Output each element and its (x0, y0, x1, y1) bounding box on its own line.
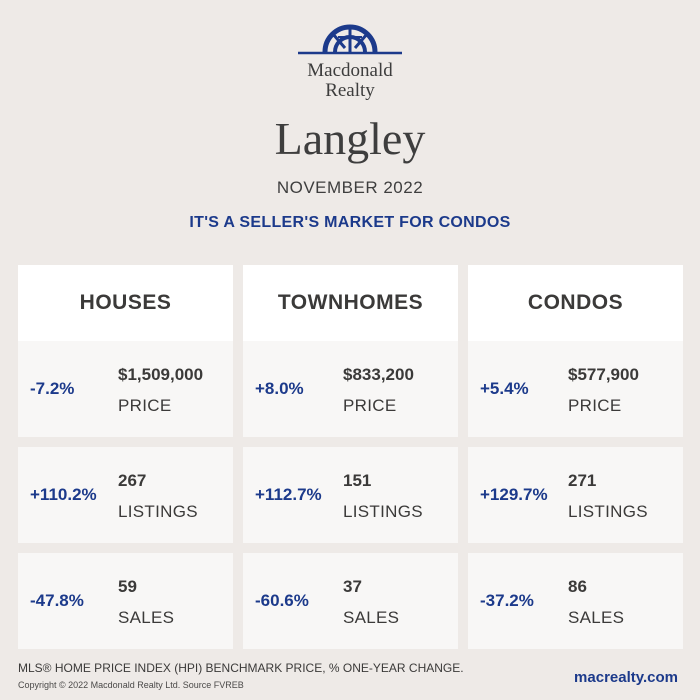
houses-column: HOUSES -7.2% $1,509,000 PRICE +110.2% 26… (18, 265, 233, 649)
percent-change: +5.4% (480, 379, 529, 398)
stat-label: SALES (343, 608, 400, 627)
townhomes-column: TOWNHOMES +8.0% $833,200 PRICE +112.7% 1… (243, 265, 458, 649)
stat-value: $833,200 (343, 365, 414, 384)
stat-label: SALES (568, 608, 625, 627)
stat-value: $1,509,000 (118, 365, 204, 384)
brand-name-line1: Macdonald (307, 60, 393, 81)
stat-cell-sales: -37.2% 86 SALES (468, 553, 683, 649)
stat-label: PRICE (118, 396, 172, 415)
stat-value: 151 (343, 471, 372, 490)
methodology-footnote: MLS® HOME PRICE INDEX (HPI) BENCHMARK PR… (18, 661, 464, 675)
stat-cell-listings: +129.7% 271 LISTINGS (468, 447, 683, 543)
stat-value: 86 (568, 577, 587, 596)
stat-label: PRICE (568, 396, 622, 415)
market-headline: IT'S A SELLER'S MARKET FOR CONDOS (189, 214, 511, 231)
stat-cell-price: -7.2% $1,509,000 PRICE (18, 341, 233, 437)
stat-value: 271 (568, 471, 597, 490)
page-title: Langley (274, 113, 426, 164)
copyright-notice: Copyright © 2022 Macdonald Realty Ltd. S… (18, 680, 244, 690)
percent-change: -7.2% (30, 379, 75, 398)
dome-arch-icon (298, 24, 402, 55)
stat-cell-price: +5.4% $577,900 PRICE (468, 341, 683, 437)
stat-value: 267 (118, 471, 147, 490)
brand-name-line2: Realty (325, 80, 375, 101)
website-link[interactable]: macrealty.com (574, 669, 678, 686)
stat-cell-sales: -60.6% 37 SALES (243, 553, 458, 649)
column-header: CONDOS (468, 265, 683, 341)
column-header: TOWNHOMES (243, 265, 458, 341)
stat-cell-listings: +112.7% 151 LISTINGS (243, 447, 458, 543)
stat-value: $577,900 (568, 365, 639, 384)
condos-column: CONDOS +5.4% $577,900 PRICE +129.7% 271 … (468, 265, 683, 649)
stat-label: SALES (118, 608, 175, 627)
stat-label: PRICE (343, 396, 397, 415)
stat-label: LISTINGS (118, 502, 198, 521)
stat-cell-price: +8.0% $833,200 PRICE (243, 341, 458, 437)
percent-change: +112.7% (255, 485, 322, 504)
percent-change: -60.6% (255, 591, 309, 610)
stat-value: 37 (343, 577, 362, 596)
stat-value: 59 (118, 577, 137, 596)
stat-label: LISTINGS (343, 502, 423, 521)
percent-change: -47.8% (30, 591, 84, 610)
report-month: NOVEMBER 2022 (276, 178, 424, 197)
brand-logo: Macdonald Realty (0, 24, 700, 101)
percent-change: +8.0% (255, 379, 304, 398)
stat-cell-sales: -47.8% 59 SALES (18, 553, 233, 649)
percent-change: -37.2% (480, 591, 534, 610)
stat-cell-listings: +110.2% 267 LISTINGS (18, 447, 233, 543)
stat-label: LISTINGS (568, 502, 648, 521)
percent-change: +110.2% (30, 485, 97, 504)
percent-change: +129.7% (480, 485, 548, 504)
column-header: HOUSES (18, 265, 233, 341)
